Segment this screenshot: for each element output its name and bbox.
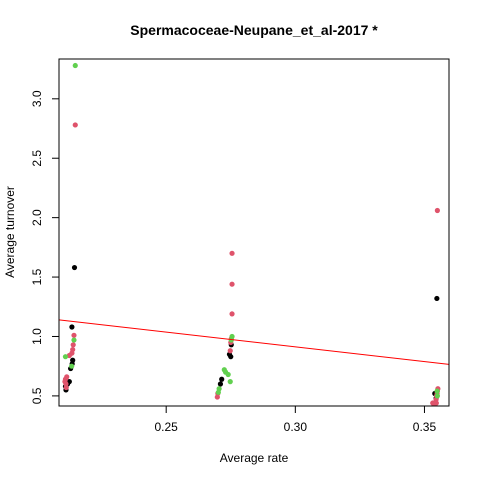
data-point-green <box>228 337 234 343</box>
data-point-red <box>214 394 220 400</box>
data-point-green <box>71 337 77 343</box>
data-point-red <box>227 348 233 354</box>
data-point-green <box>434 388 440 394</box>
chart-title: Spermacoceae-Neupane_et_al-2017 * <box>130 22 378 38</box>
data-point-black <box>228 354 234 360</box>
y-tick-label: 3.0 <box>30 90 44 107</box>
y-tick-label: 1.0 <box>30 328 44 345</box>
data-point-red <box>71 332 77 338</box>
data-point-green <box>72 62 78 69</box>
data-point-red <box>434 207 440 214</box>
data-point-green <box>69 363 75 369</box>
data-point-black <box>434 295 440 302</box>
y-tick-label: 2.0 <box>30 209 44 226</box>
data-point-red <box>70 342 76 348</box>
y-tick-label: 2.5 <box>30 150 44 167</box>
data-point-black <box>217 381 224 387</box>
data-point-red <box>433 400 439 406</box>
plot-area <box>58 62 450 406</box>
data-point-red <box>229 311 235 317</box>
x-tick-label: 0.25 <box>155 420 179 434</box>
data-point-green <box>434 393 440 399</box>
x-tick-label: 0.30 <box>284 420 308 434</box>
data-point-red <box>72 122 78 128</box>
data-point-red <box>229 250 235 256</box>
data-point-green <box>215 389 221 395</box>
data-point-green <box>62 354 69 360</box>
axes: 0.25 0.30 0.35 0.5 1.0 1.5 2.0 2.5 3.0 <box>30 90 436 434</box>
data-point-green <box>227 379 233 385</box>
data-point-green <box>225 371 231 378</box>
y-tick-label: 0.5 <box>30 387 44 404</box>
data-point-black <box>71 264 78 271</box>
y-tick-label: 1.5 <box>30 268 44 285</box>
x-tick-label: 0.35 <box>413 420 437 434</box>
y-axis-label: Average turnover <box>3 186 17 278</box>
data-point-black <box>69 324 75 330</box>
x-axis-label: Average rate <box>220 451 289 465</box>
data-point-red <box>229 281 235 287</box>
data-point-red <box>63 384 69 391</box>
data-point-black <box>219 376 225 382</box>
trend-line <box>58 319 450 365</box>
